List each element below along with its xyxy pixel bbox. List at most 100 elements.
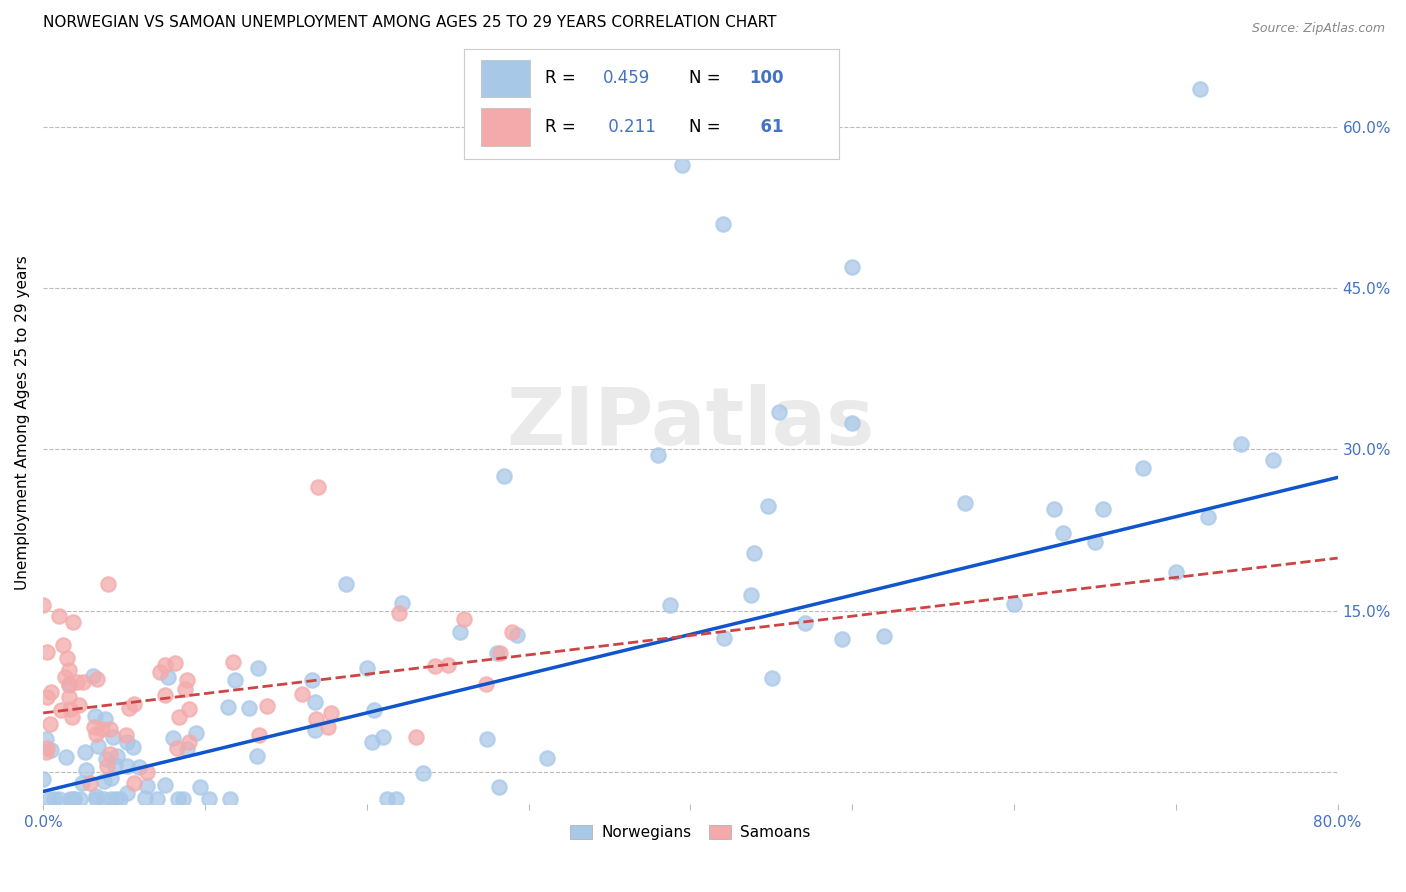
Point xyxy=(122,740,145,755)
Point xyxy=(711,217,734,231)
Point xyxy=(301,673,323,687)
Point xyxy=(39,717,62,731)
Point xyxy=(167,792,190,806)
Point xyxy=(841,260,863,274)
Point xyxy=(412,765,434,780)
Point xyxy=(157,670,180,684)
Point xyxy=(831,632,853,646)
Point xyxy=(713,631,735,645)
Point xyxy=(84,789,107,803)
Point xyxy=(488,646,510,660)
Point xyxy=(793,616,815,631)
Point xyxy=(69,792,91,806)
Point xyxy=(53,671,76,685)
Point xyxy=(104,792,127,806)
Point xyxy=(98,747,121,761)
Point xyxy=(93,792,115,806)
Point xyxy=(84,792,107,806)
Point xyxy=(305,712,328,726)
Point xyxy=(475,731,498,746)
Point xyxy=(316,720,339,734)
Point xyxy=(1189,82,1212,96)
Point xyxy=(761,671,783,685)
Point xyxy=(104,757,127,772)
Point xyxy=(135,764,157,779)
Point xyxy=(122,776,145,790)
Point xyxy=(391,596,413,610)
Point xyxy=(101,730,124,744)
Point xyxy=(485,646,508,660)
Point xyxy=(179,735,201,749)
Point xyxy=(34,745,56,759)
Point xyxy=(224,673,246,688)
Point xyxy=(55,750,77,764)
Point xyxy=(96,759,118,773)
Point xyxy=(436,657,458,672)
Legend: Norwegians, Samoans: Norwegians, Samoans xyxy=(564,819,817,847)
Point xyxy=(356,661,378,675)
Point xyxy=(1092,501,1115,516)
Point xyxy=(172,792,194,806)
Y-axis label: Unemployment Among Ages 25 to 29 years: Unemployment Among Ages 25 to 29 years xyxy=(15,255,30,590)
Point xyxy=(32,772,55,786)
Point xyxy=(134,791,156,805)
Point xyxy=(58,676,80,690)
Point xyxy=(153,658,176,673)
Point xyxy=(44,792,66,806)
Point xyxy=(117,701,139,715)
Point xyxy=(60,710,83,724)
Point xyxy=(384,792,406,806)
Point xyxy=(186,726,208,740)
Point xyxy=(58,663,80,677)
Point xyxy=(153,688,176,702)
Point xyxy=(115,735,138,749)
Point xyxy=(319,706,342,720)
Point xyxy=(246,748,269,763)
Point xyxy=(758,499,780,513)
Point xyxy=(238,701,260,715)
Point xyxy=(740,588,762,602)
Point xyxy=(955,496,977,510)
Point xyxy=(1132,461,1154,475)
Point xyxy=(494,469,516,483)
Point xyxy=(84,726,107,740)
Point xyxy=(115,728,138,742)
Point xyxy=(1261,453,1284,467)
Point xyxy=(58,678,80,692)
Point xyxy=(388,606,411,620)
Point xyxy=(100,792,122,806)
Point xyxy=(246,661,269,675)
Point xyxy=(96,752,118,766)
Point xyxy=(149,665,172,679)
Point xyxy=(307,480,329,494)
Point xyxy=(72,675,94,690)
Point xyxy=(122,698,145,712)
Point xyxy=(62,615,84,629)
Point xyxy=(83,721,105,735)
Point xyxy=(176,673,198,687)
Point xyxy=(56,651,79,665)
Point xyxy=(39,685,62,699)
Point xyxy=(405,730,427,744)
Point xyxy=(475,677,498,691)
Point xyxy=(363,703,385,717)
Point xyxy=(1084,534,1107,549)
Point xyxy=(93,774,115,789)
Point xyxy=(219,792,242,806)
Point xyxy=(62,792,84,806)
Point xyxy=(59,792,82,806)
Point xyxy=(94,712,117,726)
Point xyxy=(83,709,105,723)
Point xyxy=(1052,525,1074,540)
Point xyxy=(128,760,150,774)
Point xyxy=(873,628,896,642)
Point xyxy=(453,612,475,626)
Point xyxy=(198,792,221,806)
Point xyxy=(304,723,326,737)
Point xyxy=(51,703,73,717)
Point xyxy=(97,577,120,591)
Point xyxy=(488,780,510,794)
Point xyxy=(335,577,357,591)
Point xyxy=(167,710,190,724)
Point xyxy=(108,792,131,806)
